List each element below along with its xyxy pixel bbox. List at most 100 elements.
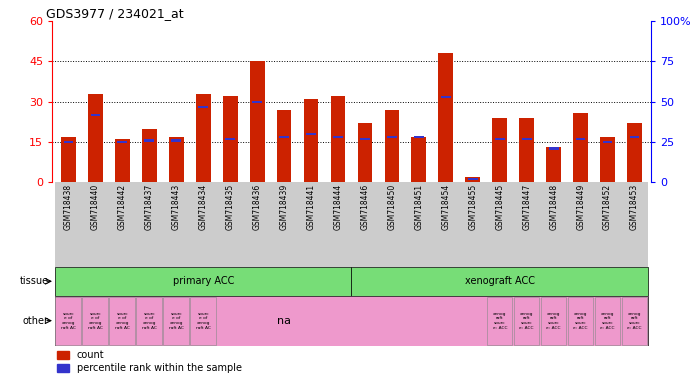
Bar [303,99,319,182]
Bar [627,123,642,182]
Text: GSM718447: GSM718447 [522,184,531,230]
Text: sourc
e of
xenog
raft AC: sourc e of xenog raft AC [115,312,129,329]
Bar [513,182,540,267]
Text: other: other [23,316,49,326]
Text: GSM718451: GSM718451 [414,184,423,230]
Bar [546,147,561,182]
Bar [63,141,73,143]
Text: GSM718443: GSM718443 [172,184,181,230]
Bar [466,177,480,182]
Bar [223,96,237,182]
Bar [594,297,620,344]
Text: sourc
e of
xenog
raft AC: sourc e of xenog raft AC [61,312,76,329]
Text: GSM718448: GSM718448 [549,184,558,230]
Text: GSM718440: GSM718440 [91,184,100,230]
Bar [271,182,298,267]
Text: GSM718450: GSM718450 [388,184,397,230]
Bar [487,297,512,344]
Bar [216,182,244,267]
Bar [576,138,585,140]
Bar [432,182,459,267]
Legend: count, percentile rank within the sample: count, percentile rank within the sample [57,351,242,373]
Bar [331,96,345,182]
Bar [468,178,477,180]
Bar [55,182,82,267]
Bar [438,53,453,182]
Bar [109,297,135,344]
Text: xenograft ACC: xenograft ACC [465,276,535,286]
Text: GSM718444: GSM718444 [333,184,342,230]
Text: sourc
e of
xenog
raft AC: sourc e of xenog raft AC [142,312,157,329]
Text: xenog
raft
sourc
e: ACC: xenog raft sourc e: ACC [519,312,534,329]
Bar [109,182,136,267]
Text: na: na [277,316,291,326]
Bar [190,182,216,267]
Bar [405,182,432,267]
Bar [622,297,647,344]
Bar [142,129,157,182]
Bar [61,137,76,182]
Text: GSM718438: GSM718438 [64,184,73,230]
Bar [82,297,108,344]
Bar [190,297,216,344]
Bar [351,182,379,267]
Text: GSM718445: GSM718445 [496,184,505,230]
Text: GSM718437: GSM718437 [145,184,154,230]
Bar [145,139,154,142]
Text: GSM718435: GSM718435 [226,184,235,230]
Text: sourc
e of
xenog
raft AC: sourc e of xenog raft AC [169,312,184,329]
Bar [495,138,505,140]
Bar [279,136,289,138]
Bar [169,137,184,182]
Bar [540,182,567,267]
Text: GSM718455: GSM718455 [468,184,477,230]
Bar [226,138,235,140]
Bar [118,141,127,143]
Bar [196,94,211,182]
Text: GSM718434: GSM718434 [198,184,207,230]
Text: GSM718453: GSM718453 [630,184,639,230]
Bar [487,182,513,267]
Text: primary ACC: primary ACC [173,276,234,286]
Bar [574,113,588,182]
Bar [163,182,190,267]
Bar [567,182,594,267]
Bar [351,267,648,296]
Text: GSM718452: GSM718452 [603,184,612,230]
Bar [379,182,405,267]
Text: xenog
raft
sourc
e: ACC: xenog raft sourc e: ACC [574,312,588,329]
Text: GSM718446: GSM718446 [361,184,370,230]
Text: GDS3977 / 234021_at: GDS3977 / 234021_at [46,7,184,20]
Text: sourc
e of
xenog
raft AC: sourc e of xenog raft AC [88,312,103,329]
Bar [568,297,593,344]
Bar [387,136,397,138]
Bar [171,139,181,142]
Bar [360,138,370,140]
Bar [252,101,262,103]
Text: GSM718439: GSM718439 [280,184,289,230]
Bar [549,147,558,150]
Bar [522,138,532,140]
Bar [244,182,271,267]
Text: GSM718436: GSM718436 [253,184,262,230]
Bar [136,297,161,344]
Bar [414,136,424,138]
Bar [55,267,351,296]
Text: GSM718449: GSM718449 [576,184,585,230]
Bar [541,297,566,344]
Bar [333,136,343,138]
Text: xenog
raft
sourc
e: ACC: xenog raft sourc e: ACC [493,312,507,329]
Bar [88,94,103,182]
Bar [82,182,109,267]
Text: tissue: tissue [19,276,49,286]
Bar [164,297,189,344]
Text: GSM718441: GSM718441 [306,184,315,230]
Bar [600,137,615,182]
Bar [136,182,163,267]
Bar [441,96,451,98]
Bar [56,297,81,344]
Bar [384,110,400,182]
Bar [90,114,100,116]
Text: sourc
e of
xenog
raft AC: sourc e of xenog raft AC [196,312,211,329]
Text: GSM718454: GSM718454 [441,184,450,230]
